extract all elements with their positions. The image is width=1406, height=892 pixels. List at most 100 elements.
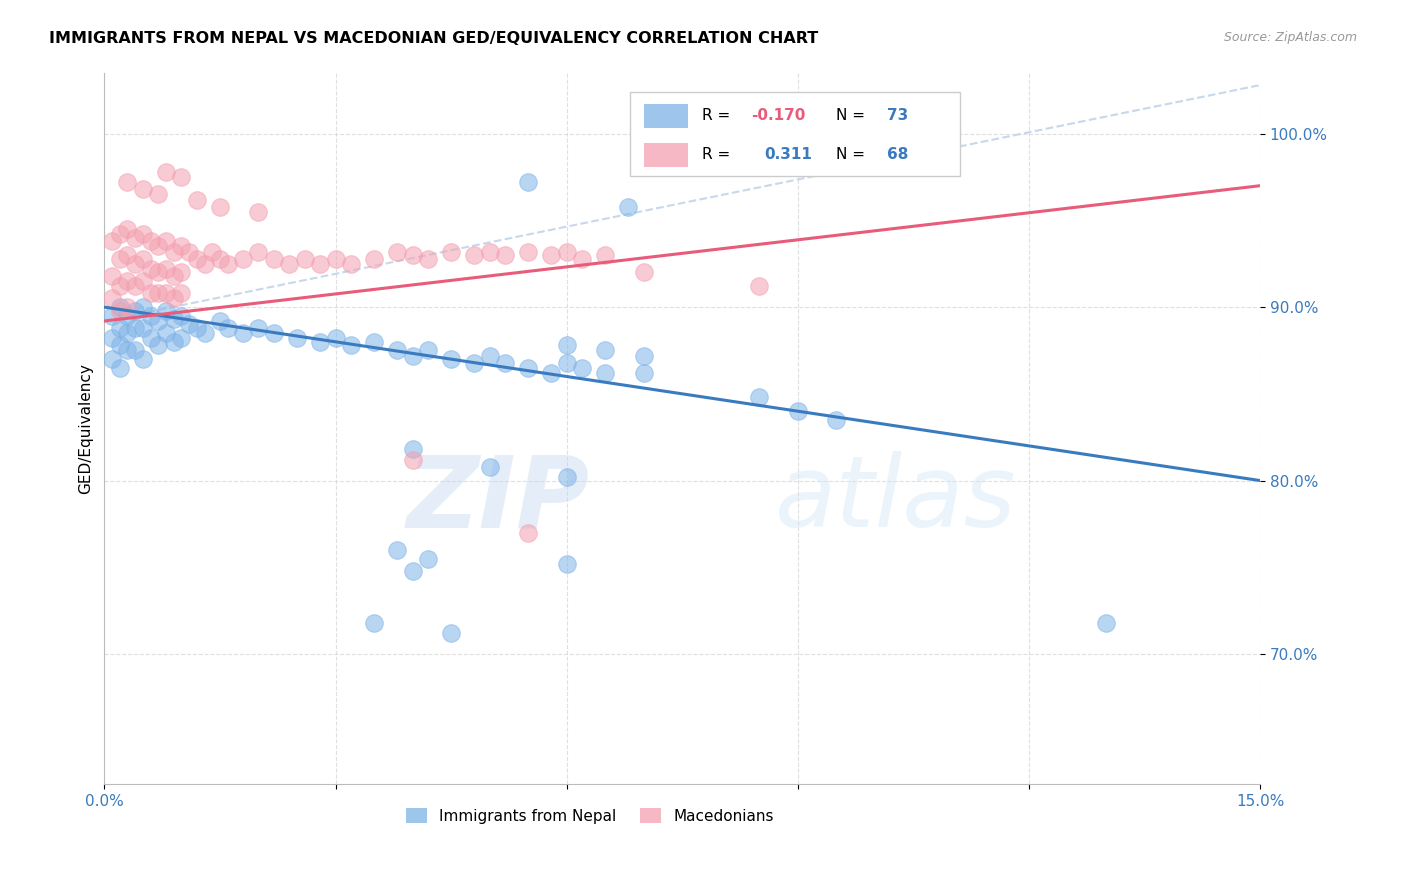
Point	[247, 204, 270, 219]
Point	[401, 452, 423, 467]
Point	[148, 338, 170, 352]
Point	[170, 239, 193, 253]
Point	[170, 169, 193, 184]
Point	[124, 343, 146, 358]
Point	[108, 360, 131, 375]
Point	[108, 227, 131, 242]
Point	[540, 248, 562, 262]
Point	[148, 265, 170, 279]
Point	[155, 165, 177, 179]
Point	[155, 262, 177, 277]
Point	[555, 557, 578, 571]
Point	[440, 352, 463, 367]
Point	[132, 300, 155, 314]
Text: ZIP: ZIP	[406, 451, 589, 548]
Point	[108, 338, 131, 352]
Point	[633, 366, 655, 380]
Point	[463, 248, 485, 262]
Point	[139, 262, 162, 277]
Point	[555, 338, 578, 352]
Point	[517, 175, 540, 189]
Point	[132, 227, 155, 242]
Point	[208, 314, 231, 328]
Point	[108, 279, 131, 293]
FancyBboxPatch shape	[644, 143, 688, 167]
Point	[124, 279, 146, 293]
Point	[132, 352, 155, 367]
Point	[186, 193, 208, 207]
Point	[193, 326, 215, 340]
Point	[517, 244, 540, 259]
Point	[263, 326, 285, 340]
Point	[416, 551, 439, 566]
Point	[825, 413, 848, 427]
Point	[155, 303, 177, 318]
Point	[170, 265, 193, 279]
Text: N =: N =	[837, 108, 870, 123]
Point	[278, 257, 301, 271]
Point	[325, 252, 347, 266]
Point	[132, 321, 155, 335]
Point	[478, 244, 501, 259]
Point	[633, 265, 655, 279]
Point	[555, 356, 578, 370]
Point	[208, 252, 231, 266]
Point	[555, 244, 578, 259]
Point	[285, 331, 308, 345]
Point	[363, 252, 385, 266]
Point	[139, 309, 162, 323]
Point	[385, 244, 408, 259]
Point	[170, 286, 193, 301]
Point	[617, 200, 640, 214]
Point	[1095, 615, 1118, 630]
Point	[478, 459, 501, 474]
Point	[593, 248, 616, 262]
Point	[170, 309, 193, 323]
Point	[124, 303, 146, 318]
Text: 68: 68	[887, 147, 908, 161]
Point	[540, 366, 562, 380]
FancyBboxPatch shape	[644, 104, 688, 128]
Point	[786, 404, 808, 418]
Point	[139, 234, 162, 248]
Point	[155, 326, 177, 340]
Point	[101, 292, 124, 306]
Point	[124, 257, 146, 271]
Point	[108, 300, 131, 314]
Point	[201, 244, 224, 259]
Point	[401, 349, 423, 363]
Point	[309, 334, 332, 349]
Point	[117, 248, 139, 262]
Point	[517, 525, 540, 540]
Point	[232, 326, 254, 340]
Y-axis label: GED/Equivalency: GED/Equivalency	[79, 363, 93, 494]
Text: atlas: atlas	[775, 451, 1017, 548]
Point	[494, 356, 516, 370]
Point	[416, 252, 439, 266]
Point	[247, 244, 270, 259]
Point	[208, 200, 231, 214]
Point	[309, 257, 332, 271]
Point	[124, 231, 146, 245]
Point	[155, 234, 177, 248]
Point	[463, 356, 485, 370]
Legend: Immigrants from Nepal, Macedonians: Immigrants from Nepal, Macedonians	[399, 802, 780, 830]
Text: IMMIGRANTS FROM NEPAL VS MACEDONIAN GED/EQUIVALENCY CORRELATION CHART: IMMIGRANTS FROM NEPAL VS MACEDONIAN GED/…	[49, 31, 818, 46]
Point	[294, 252, 316, 266]
Point	[363, 615, 385, 630]
Point	[179, 318, 201, 332]
Point	[633, 349, 655, 363]
FancyBboxPatch shape	[630, 92, 959, 176]
Point	[748, 390, 770, 404]
Point	[593, 366, 616, 380]
Point	[571, 360, 593, 375]
Point	[148, 286, 170, 301]
Point	[117, 274, 139, 288]
Point	[416, 343, 439, 358]
Point	[401, 248, 423, 262]
Point	[148, 314, 170, 328]
Point	[440, 244, 463, 259]
Point	[108, 321, 131, 335]
Point	[325, 331, 347, 345]
Point	[117, 309, 139, 323]
